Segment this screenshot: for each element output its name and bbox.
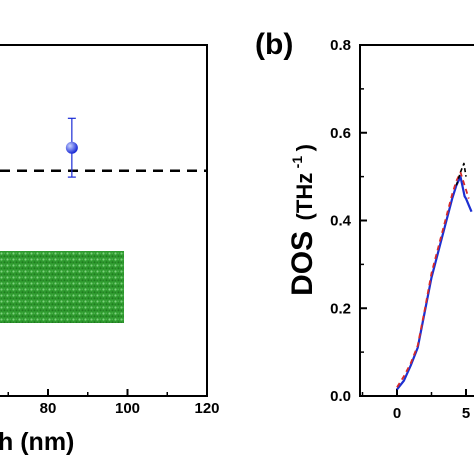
x-tick-label: 100 (115, 400, 140, 417)
y-axis-title-unit-close: ) (292, 144, 317, 151)
inset-green-slab (0, 251, 124, 323)
dos-series-dashed-black (455, 162, 467, 186)
y-tick-label: 0.8 (330, 37, 351, 54)
dos-series-solid (396, 175, 473, 391)
panel-b-series (396, 162, 473, 391)
panel-b-label: (b) (255, 28, 293, 61)
panel-b-frame (359, 44, 474, 397)
panel-a-x-axis-title: h (nm) (0, 428, 74, 456)
y-tick-label: 0.6 (330, 125, 351, 142)
y-axis-title-unit: (THz (292, 173, 317, 221)
y-tick-label: 0.0 (330, 388, 351, 405)
data-point (65, 141, 78, 154)
dos-series-dashed-red (396, 171, 470, 388)
y-axis-title-unit-exponent: -1 (289, 156, 305, 169)
y-tick-label: 0.4 (330, 213, 352, 230)
panel-b-y-axis-title: DOS (THz -1 ) (286, 144, 319, 296)
panel-b-y-ticks: 0.0 0.2 0.4 0.6 0.8 (330, 37, 367, 405)
panel-a-x-ticks: 80 100 120 (7, 389, 220, 417)
x-tick-label: 80 (40, 400, 57, 417)
x-tick-label: 0 (393, 405, 401, 422)
panel-a-points (65, 141, 78, 154)
y-axis-title-dos: DOS (286, 231, 319, 296)
x-tick-label: 120 (194, 400, 219, 417)
x-tick-label: 5 (462, 405, 470, 422)
panel-a: 80 100 120 h (nm) (0, 44, 220, 456)
y-tick-label: 0.2 (330, 300, 351, 317)
panel-a-frame (0, 44, 208, 397)
